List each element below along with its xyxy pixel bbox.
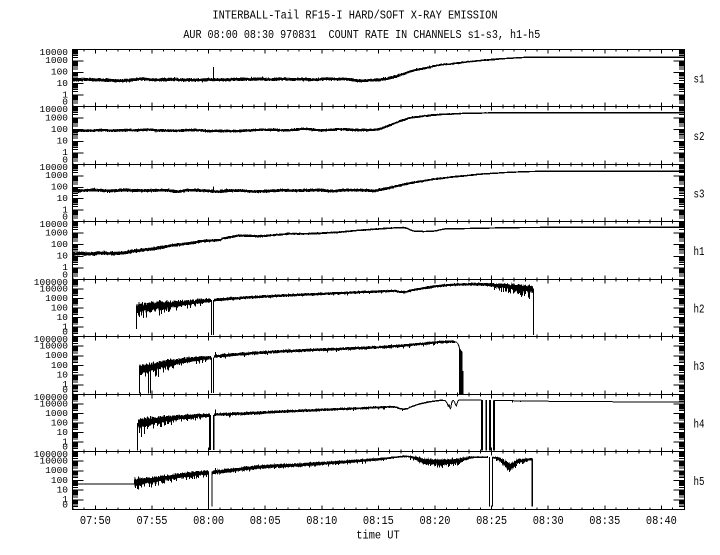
svg-text:08:25: 08:25: [476, 514, 507, 528]
svg-text:1: 1: [62, 148, 68, 158]
svg-text:10000: 10000: [40, 163, 69, 173]
svg-text:10: 10: [57, 313, 68, 323]
svg-text:10: 10: [57, 194, 68, 204]
svg-text:10: 10: [57, 252, 68, 262]
svg-text:AUR 08:00 08:30 970831 COUNT: AUR 08:00 08:30 970831 COUNT RATE IN CHA…: [183, 28, 540, 42]
svg-text:1000: 1000: [45, 56, 68, 66]
svg-text:100000: 100000: [34, 278, 68, 288]
svg-text:10: 10: [57, 370, 68, 380]
svg-text:08:40: 08:40: [646, 514, 677, 528]
svg-text:1: 1: [62, 263, 68, 273]
svg-text:h3: h3: [694, 360, 705, 374]
svg-text:h4: h4: [694, 418, 705, 432]
svg-text:08:20: 08:20: [420, 514, 451, 528]
svg-text:07:50: 07:50: [80, 514, 111, 528]
svg-text:1: 1: [62, 495, 68, 505]
svg-text:0: 0: [62, 386, 68, 396]
svg-text:h1: h1: [694, 245, 705, 259]
svg-text:0: 0: [62, 443, 68, 453]
svg-text:time UT: time UT: [356, 528, 399, 542]
svg-text:s1: s1: [694, 73, 705, 87]
svg-text:1000: 1000: [45, 113, 68, 123]
svg-text:1000: 1000: [45, 351, 68, 361]
svg-text:1: 1: [62, 380, 68, 390]
svg-text:1: 1: [62, 90, 68, 100]
svg-text:0: 0: [62, 501, 68, 511]
svg-text:0: 0: [62, 156, 68, 166]
svg-text:s3: s3: [694, 188, 705, 202]
svg-text:10000: 10000: [40, 341, 69, 351]
svg-text:10: 10: [57, 485, 68, 495]
svg-text:INTERBALL-Tail RF15-I HARD/SOF: INTERBALL-Tail RF15-I HARD/SOFT X-RAY EM…: [212, 9, 497, 23]
svg-text:1000: 1000: [45, 228, 68, 238]
svg-text:08:05: 08:05: [250, 514, 281, 528]
svg-text:s2: s2: [694, 130, 705, 144]
svg-text:0: 0: [62, 213, 68, 223]
svg-text:10: 10: [57, 79, 68, 89]
svg-text:10000: 10000: [40, 48, 69, 58]
svg-text:10: 10: [57, 428, 68, 438]
svg-text:100: 100: [51, 240, 68, 250]
svg-text:10000: 10000: [40, 284, 69, 294]
svg-text:100: 100: [51, 125, 68, 135]
svg-text:100000: 100000: [34, 335, 68, 345]
svg-text:10000: 10000: [40, 399, 69, 409]
svg-text:100: 100: [51, 476, 68, 486]
svg-text:h2: h2: [694, 303, 705, 317]
svg-text:1000: 1000: [45, 294, 68, 304]
svg-text:100: 100: [51, 361, 68, 371]
svg-text:08:10: 08:10: [306, 514, 337, 528]
svg-text:0: 0: [62, 271, 68, 281]
svg-text:100: 100: [51, 68, 68, 78]
svg-text:100: 100: [51, 303, 68, 313]
svg-text:10: 10: [57, 137, 68, 147]
svg-text:0: 0: [62, 328, 68, 338]
svg-text:1000: 1000: [45, 466, 68, 476]
svg-text:08:00: 08:00: [193, 514, 224, 528]
svg-text:100000: 100000: [34, 393, 68, 403]
svg-text:0: 0: [62, 98, 68, 108]
svg-text:1000: 1000: [45, 171, 68, 181]
svg-text:h5: h5: [694, 475, 705, 489]
svg-text:08:15: 08:15: [363, 514, 394, 528]
svg-text:08:35: 08:35: [589, 514, 620, 528]
svg-text:1: 1: [62, 322, 68, 332]
svg-text:08:30: 08:30: [533, 514, 564, 528]
svg-text:07:55: 07:55: [137, 514, 168, 528]
svg-text:1: 1: [62, 205, 68, 215]
svg-text:100: 100: [51, 418, 68, 428]
svg-text:1: 1: [62, 437, 68, 447]
svg-text:1000: 1000: [45, 409, 68, 419]
svg-text:100: 100: [51, 183, 68, 193]
svg-text:100000: 100000: [34, 450, 68, 460]
svg-text:10000: 10000: [40, 105, 69, 115]
svg-text:10000: 10000: [40, 220, 69, 230]
svg-text:10000: 10000: [40, 456, 69, 466]
